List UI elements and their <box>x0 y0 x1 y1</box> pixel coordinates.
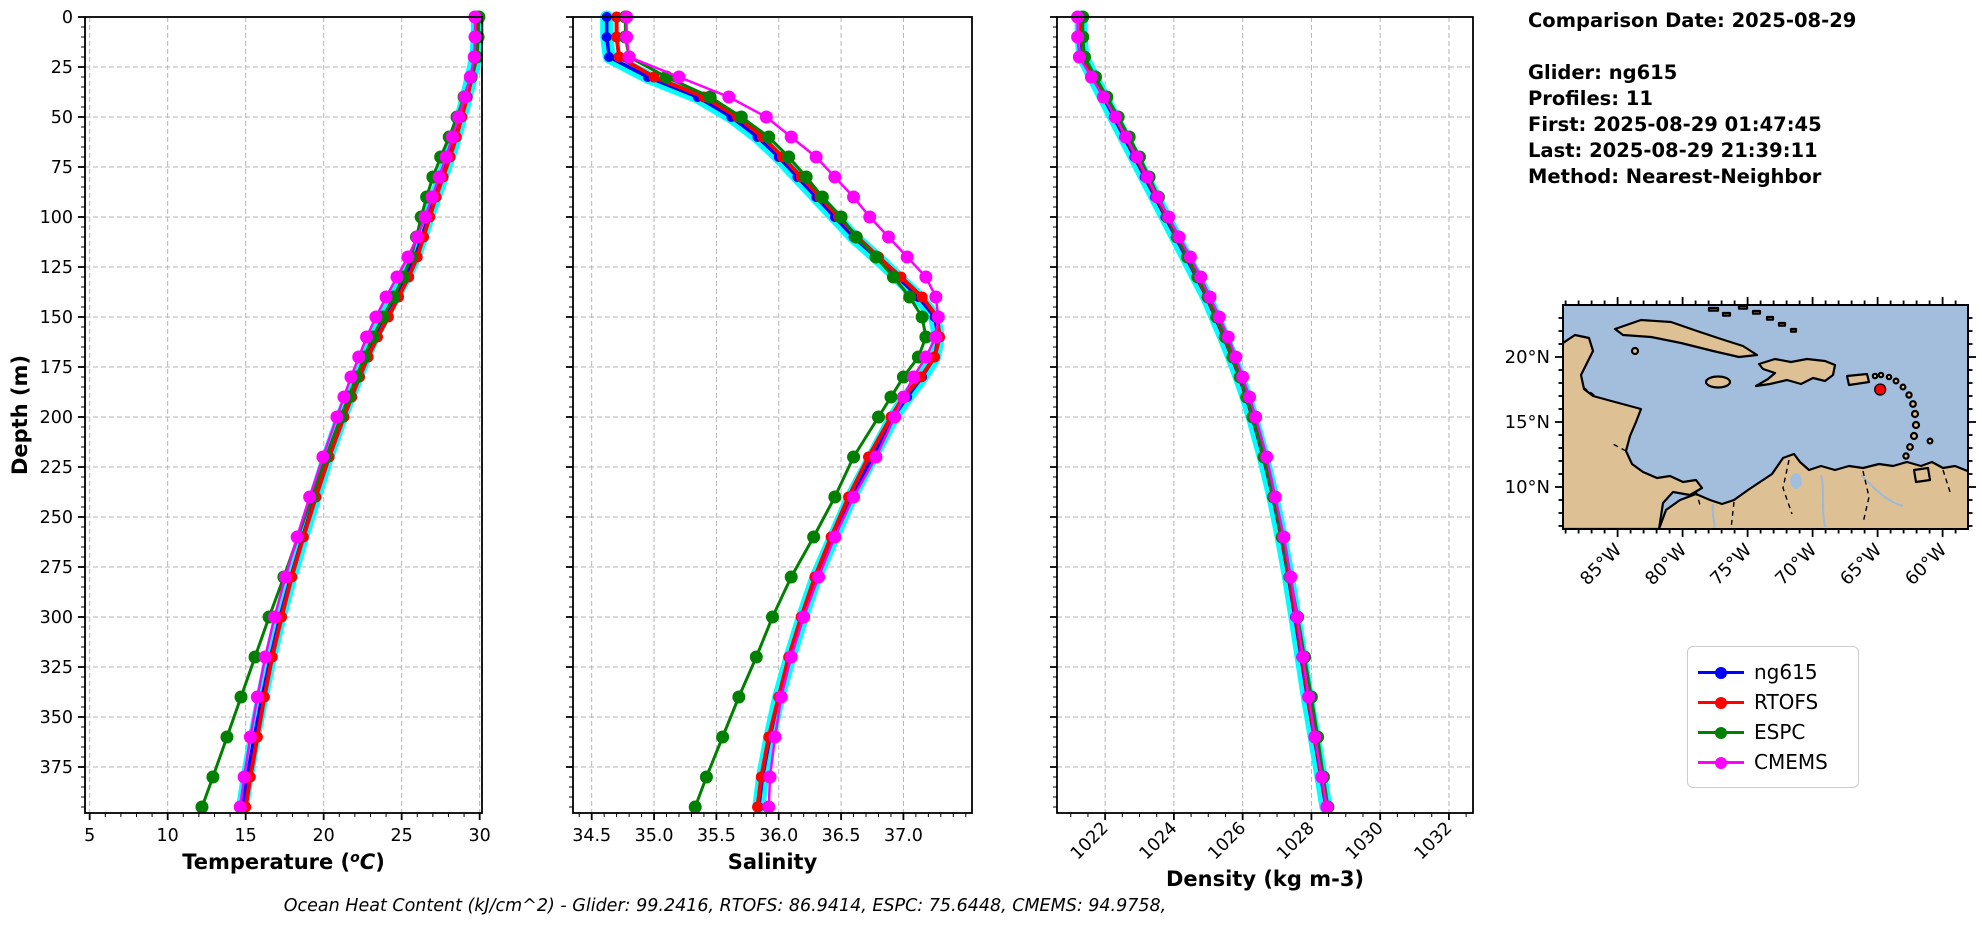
plot-temperature: 5 10 15 20 25 3002550751001251501752002252502… <box>8 8 491 874</box>
location-map: 85°W 80°W 75°W 70°W 65°W 60°W 20°N 15°N 10°N <box>1505 297 1976 590</box>
legend-entry-ng615: ng615 <box>1698 657 1852 687</box>
svg-text:70°W: 70°W <box>1771 540 1821 590</box>
map-border <box>1562 304 1969 530</box>
xlabel-temperature: Temperature (oC) <box>182 850 385 874</box>
svg-text:37.0: 37.0 <box>884 826 923 846</box>
major-ticks-salinity <box>566 16 905 820</box>
legend-marker-espc <box>1698 717 1744 747</box>
ylabel-depth: Depth (m) <box>8 355 32 475</box>
svg-text:15°N: 15°N <box>1505 412 1550 433</box>
svg-text:1026: 1026 <box>1205 818 1251 864</box>
axes-frame-density <box>1056 16 1474 814</box>
major-ticks-temperature <box>78 16 481 820</box>
tick-labels-temperature: 5 10 15 20 25 3002550751001251501752002252502… <box>40 8 491 846</box>
svg-text:5: 5 <box>84 826 95 846</box>
profiles-count-text: Profiles: 11 <box>1528 87 1653 110</box>
first-time-text: First: 2025-08-29 01:47:45 <box>1528 113 1822 136</box>
map-rivers <box>1711 473 1904 529</box>
svg-text:1028: 1028 <box>1273 818 1319 864</box>
svg-text:1022: 1022 <box>1067 818 1113 864</box>
major-ticks-density <box>1050 16 1450 820</box>
legend-label: CMEMS <box>1754 750 1828 774</box>
svg-text:34.5: 34.5 <box>572 826 611 846</box>
series-CMEMS-salinity <box>620 10 945 814</box>
plot-density: 1022 1024 1026 1028 1030 1032 Density (kg m-3) <box>1050 10 1474 891</box>
xlabel-salinity: Salinity <box>728 850 818 874</box>
svg-text:175: 175 <box>40 358 73 378</box>
svg-text:35.0: 35.0 <box>635 826 674 846</box>
envelope-density <box>1074 10 1333 814</box>
svg-text:15: 15 <box>235 826 257 846</box>
svg-text:50: 50 <box>51 108 73 128</box>
axes-frame-temperature <box>84 16 483 814</box>
svg-text:1030: 1030 <box>1342 818 1388 864</box>
svg-text:125: 125 <box>40 258 73 278</box>
svg-text:60°W: 60°W <box>1901 540 1951 590</box>
info-spacer <box>1528 34 1856 60</box>
svg-text:0: 0 <box>62 8 73 28</box>
comparison-date-text: Comparison Date: 2025-08-29 <box>1528 9 1857 32</box>
ohc-caption: Ocean Heat Content (kJ/cm^2) - Glider: 9… <box>283 896 1167 916</box>
envelope-temperature <box>236 10 484 814</box>
axes-frame-salinity <box>572 16 973 814</box>
tick-labels-density: 1022 1024 1026 1028 1030 1032 <box>1067 818 1456 864</box>
svg-text:1032: 1032 <box>1411 818 1457 864</box>
xlabel-density: Density (kg m-3) <box>1166 867 1364 891</box>
legend-box: ng615 RTOFS ESPC CMEMS <box>1687 646 1859 788</box>
svg-text:20: 20 <box>313 826 335 846</box>
svg-text:350: 350 <box>40 708 73 728</box>
series-CMEMS-temperature <box>233 10 482 814</box>
svg-text:275: 275 <box>40 558 73 578</box>
series-CMEMS-density <box>1071 10 1334 814</box>
svg-text:250: 250 <box>40 508 73 528</box>
grid-temperature <box>85 16 482 813</box>
series-ESPC-salinity <box>618 10 933 814</box>
svg-text:80°W: 80°W <box>1641 540 1691 590</box>
tick-labels-salinity: 34.5 35.0 35.5 36.0 36.5 37.0 <box>572 826 923 846</box>
legend-entry-cmems: CMEMS <box>1698 747 1852 777</box>
svg-text:325: 325 <box>40 658 73 678</box>
grid-salinity <box>573 16 972 813</box>
map-land <box>1563 305 1968 529</box>
legend-entry-rtofs: RTOFS <box>1698 687 1852 717</box>
svg-text:85°W: 85°W <box>1576 540 1626 590</box>
legend-marker-cmems <box>1698 747 1744 777</box>
profile-plots: 5 10 15 20 25 3002550751001251501752002252502… <box>8 8 1474 891</box>
svg-text:25: 25 <box>51 58 73 78</box>
svg-text:20°N: 20°N <box>1505 347 1550 368</box>
svg-text:75°W: 75°W <box>1706 540 1756 590</box>
svg-text:10: 10 <box>157 826 179 846</box>
svg-text:100: 100 <box>40 208 73 228</box>
legend-label: RTOFS <box>1754 690 1819 714</box>
svg-text:200: 200 <box>40 408 73 428</box>
map-area: 85°W 80°W 75°W 70°W 65°W 60°W 20°N 15°N 10°N <box>1505 297 1976 590</box>
svg-text:65°W: 65°W <box>1836 540 1886 590</box>
legend-marker-rtofs <box>1698 687 1744 717</box>
svg-text:1024: 1024 <box>1136 818 1182 864</box>
svg-text:35.5: 35.5 <box>697 826 736 846</box>
glider-location-marker <box>1874 383 1887 396</box>
svg-text:36.0: 36.0 <box>759 826 798 846</box>
svg-text:36.5: 36.5 <box>822 826 861 846</box>
glider-name-text: Glider: ng615 <box>1528 61 1678 84</box>
svg-text:150: 150 <box>40 308 73 328</box>
svg-text:75: 75 <box>51 158 73 178</box>
method-text: Method: Nearest-Neighbor <box>1528 165 1822 188</box>
map-borders <box>1582 386 1952 529</box>
svg-text:225: 225 <box>40 458 73 478</box>
svg-text:375: 375 <box>40 758 73 778</box>
last-time-text: Last: 2025-08-29 21:39:11 <box>1528 139 1818 162</box>
svg-text:10°N: 10°N <box>1505 477 1550 498</box>
legend-label: ng615 <box>1754 660 1818 684</box>
legend-label: ESPC <box>1754 720 1806 744</box>
svg-text:30: 30 <box>469 826 491 846</box>
plot-salinity: 34.5 35.0 35.5 36.0 36.5 37.0 Salinity <box>566 10 973 874</box>
info-panel: Comparison Date: 2025-08-29 Glider: ng61… <box>1528 8 1856 190</box>
legend-marker-ng615 <box>1698 657 1744 687</box>
svg-text:25: 25 <box>391 826 413 846</box>
legend-entry-espc: ESPC <box>1698 717 1852 747</box>
svg-text:300: 300 <box>40 608 73 628</box>
